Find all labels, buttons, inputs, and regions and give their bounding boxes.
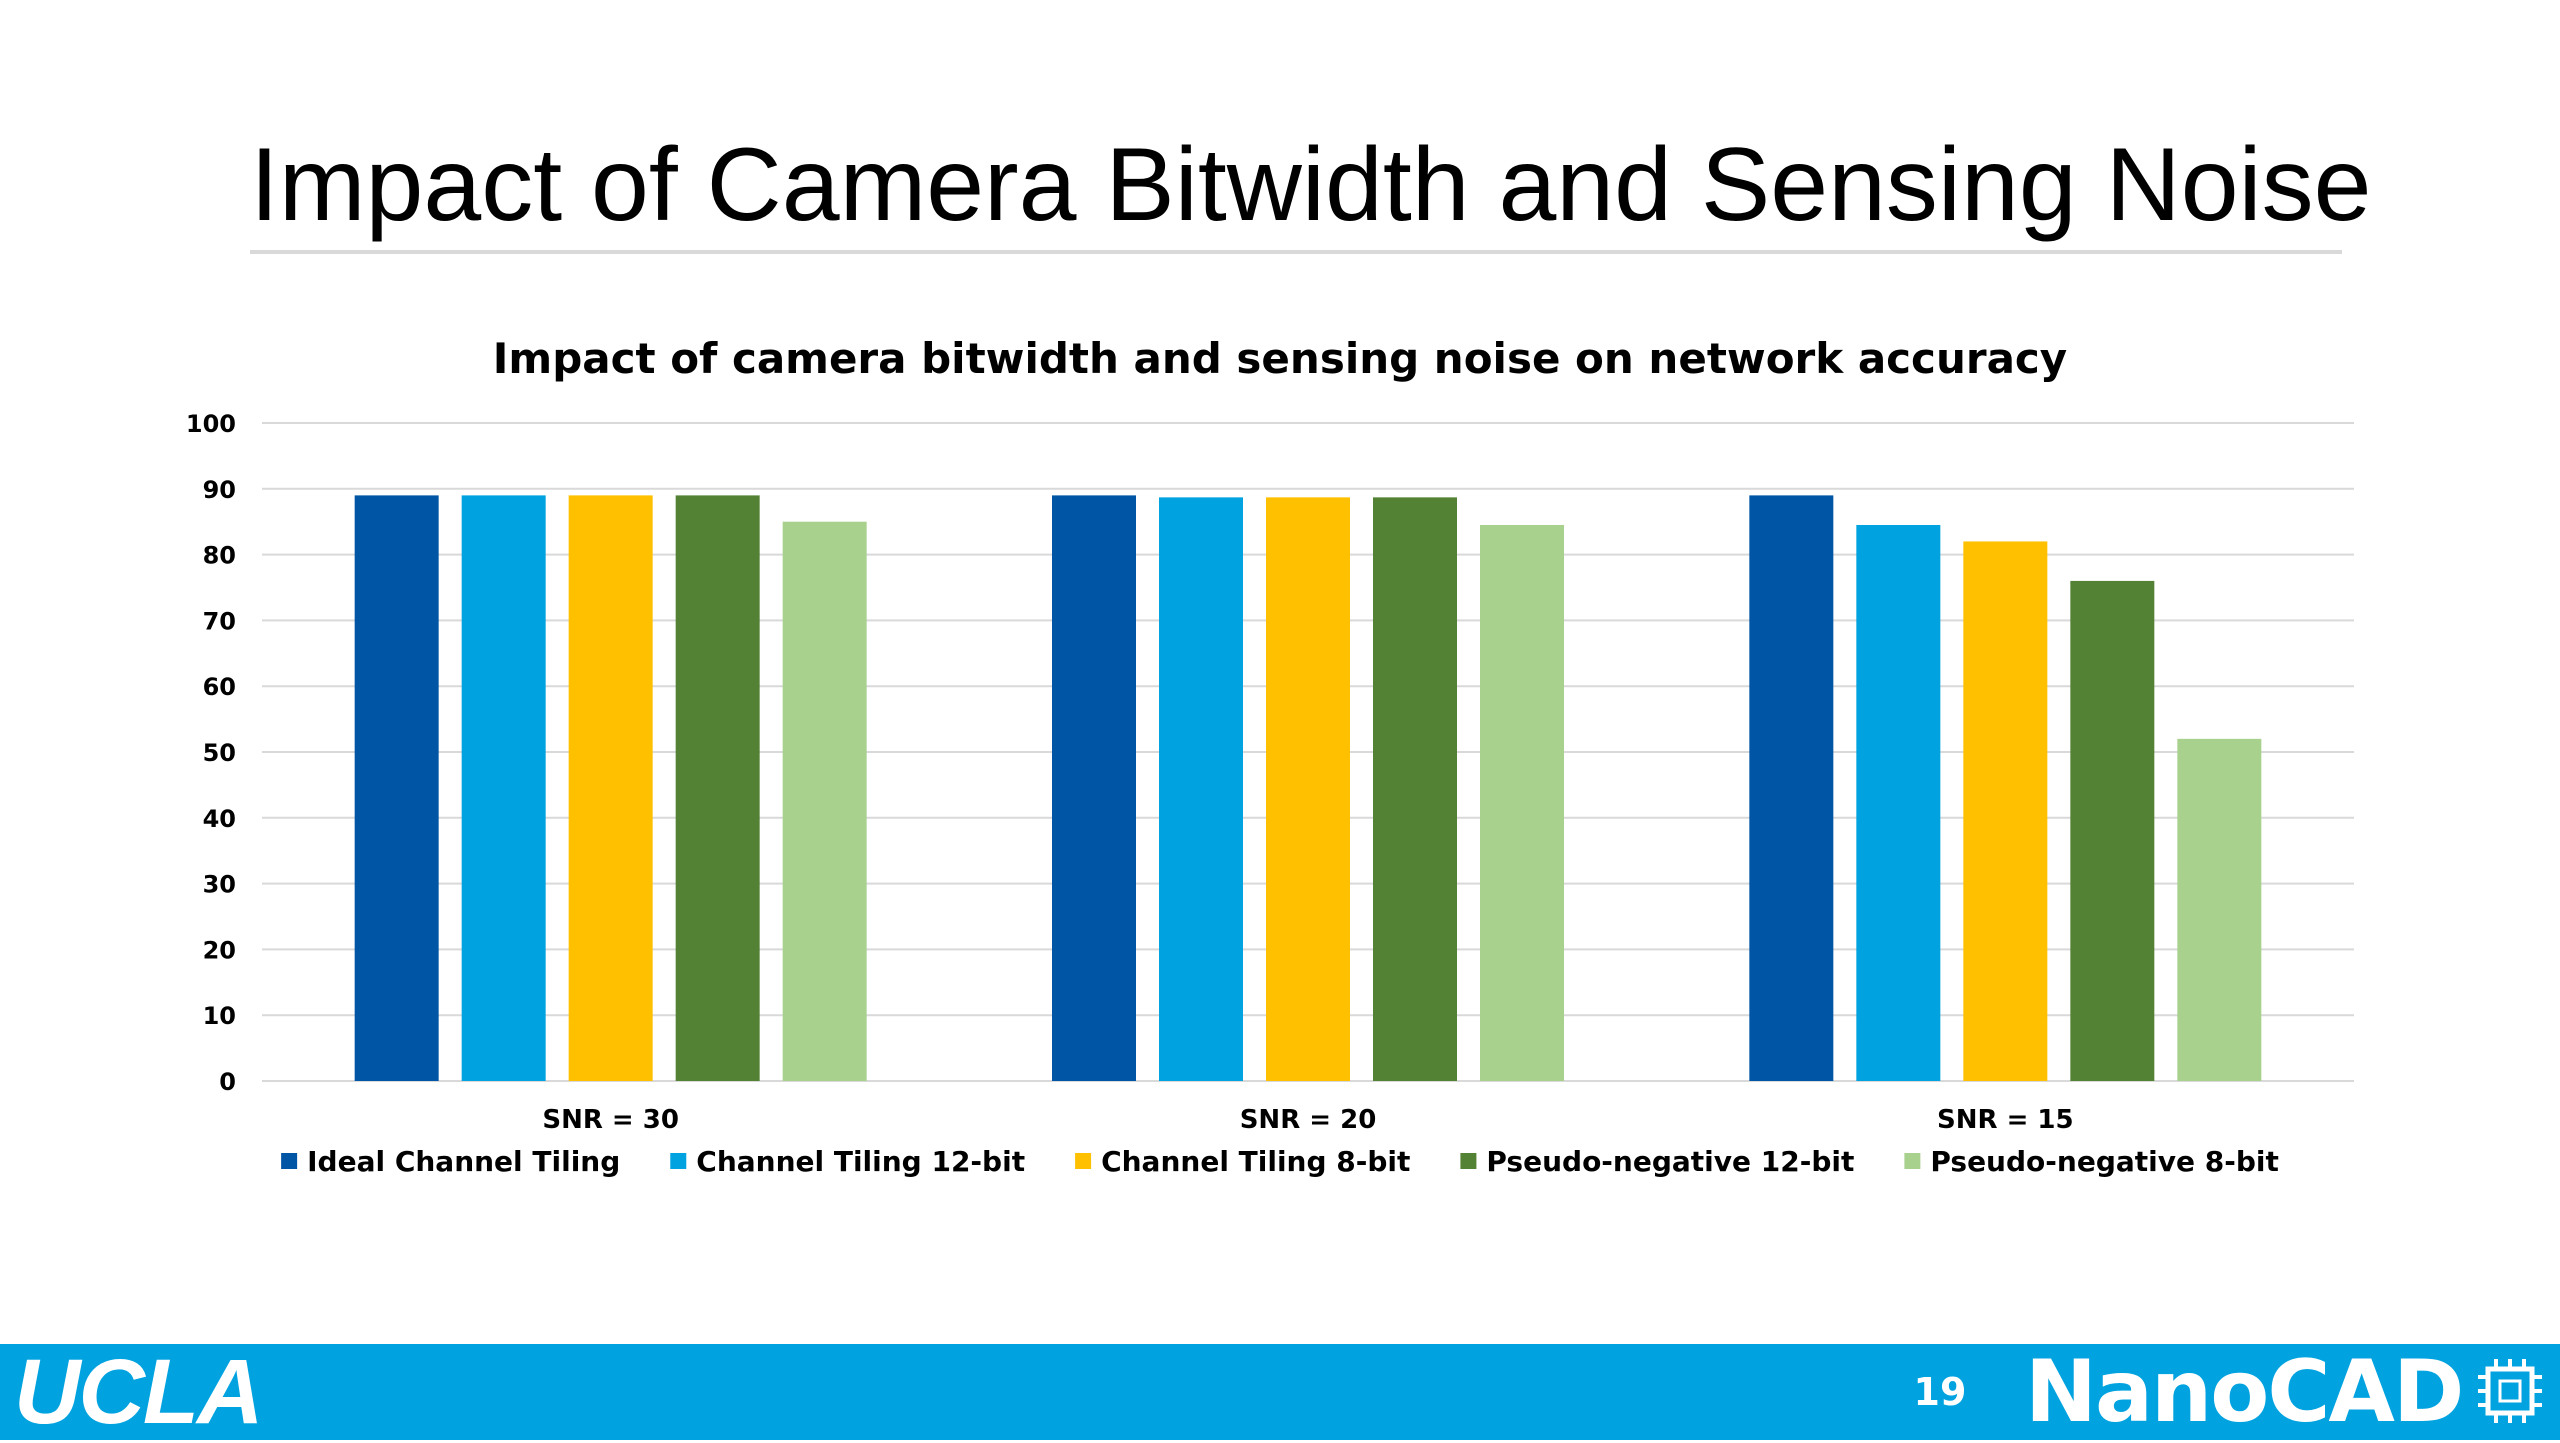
y-tick-label: 30 (203, 871, 236, 899)
y-tick-label: 80 (203, 542, 236, 570)
y-tick-label: 50 (203, 739, 236, 767)
bar (2177, 738, 2262, 1081)
ucla-logo: UCLA (14, 1341, 264, 1443)
bar (1963, 541, 2048, 1081)
legend-swatch (1075, 1153, 1092, 1169)
bar (1749, 495, 1834, 1081)
y-tick-label: 20 (203, 936, 236, 964)
legend-swatch (670, 1153, 687, 1169)
x-tick-label: SNR = 15 (1937, 1105, 2074, 1135)
bar (1856, 524, 1941, 1081)
legend-swatch (1904, 1153, 1921, 1169)
bar (1052, 495, 1136, 1081)
legend-label: Ideal Channel Tiling (307, 1145, 620, 1178)
x-tick-label: SNR = 30 (542, 1105, 679, 1135)
title-divider (250, 250, 2342, 254)
page-number: 19 (1913, 1370, 1967, 1414)
y-tick-label: 40 (203, 805, 236, 833)
nanocad-logo: NanoCAD (2025, 1342, 2464, 1442)
legend-label: Pseudo-negative 12-bit (1486, 1145, 1854, 1178)
y-tick-label: 100 (186, 410, 236, 438)
footer-bar (0, 1344, 2560, 1440)
x-tick-label: SNR = 20 (1240, 1105, 1377, 1135)
legend-swatch (1460, 1153, 1477, 1169)
bar (1159, 497, 1243, 1081)
legend-label: Channel Tiling 12-bit (696, 1145, 1025, 1178)
bar (1373, 497, 1457, 1081)
y-tick-label: 70 (203, 607, 236, 635)
bar (675, 495, 760, 1081)
bar (354, 495, 439, 1081)
slide-title: Impact of Camera Bitwidth and Sensing No… (250, 127, 2372, 243)
y-tick-label: 10 (203, 1002, 236, 1030)
y-tick-label: 60 (203, 673, 236, 701)
bar (1480, 524, 1564, 1081)
legend-label: Channel Tiling 8-bit (1101, 1145, 1410, 1178)
legend-swatch (281, 1153, 298, 1169)
bar (461, 495, 546, 1081)
bar (2070, 580, 2155, 1081)
chip-icon (2478, 1359, 2542, 1423)
y-tick-label: 90 (203, 476, 236, 504)
bar-chart: 0 10 20 30 40 50 60 70 80 90 100 SNR = 30 SNR = 20 SN… (186, 410, 2354, 1178)
bar (568, 495, 653, 1081)
bar (782, 521, 867, 1081)
y-tick-label: 0 (219, 1068, 236, 1096)
bar (1266, 497, 1350, 1081)
legend-label: Pseudo-negative 8-bit (1930, 1145, 2278, 1178)
chart-title: Impact of camera bitwidth and sensing no… (492, 334, 2068, 383)
